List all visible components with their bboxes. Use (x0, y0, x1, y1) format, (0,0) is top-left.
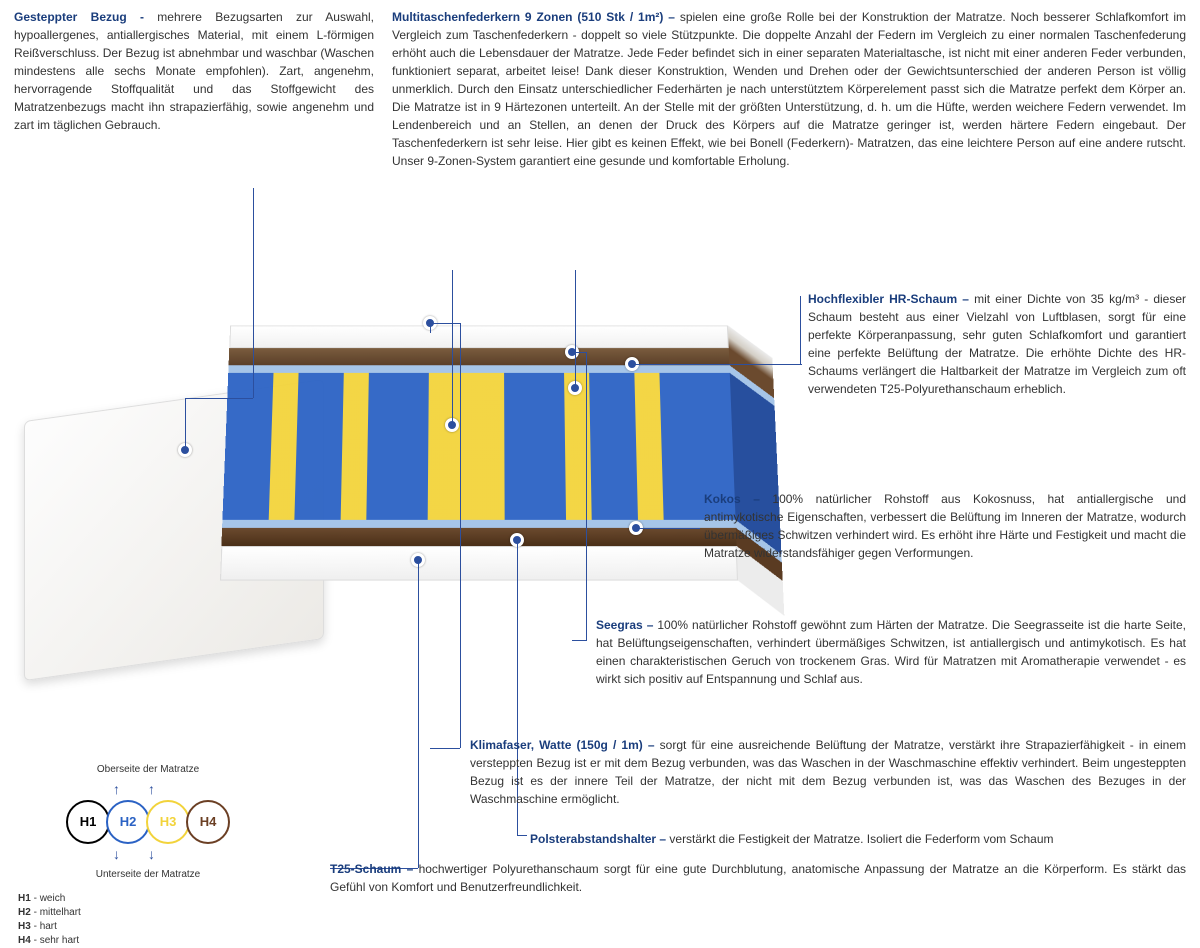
legend-circles: H1 H2 H3 H4 (18, 800, 278, 844)
legend-h3: H3 (146, 800, 190, 844)
section-hr: Hochflexibler HR-Schaum – mit einer Dich… (808, 290, 1186, 398)
layer-cover-bot (220, 546, 738, 581)
leader-seegras-h (572, 640, 587, 641)
leader-t25 (418, 560, 419, 868)
layer-springs (222, 373, 735, 520)
section-polster: Polsterabstandshalter – verstärkt die Fe… (530, 830, 1186, 848)
leader-klima-stub (430, 323, 431, 333)
leader-bezug (253, 188, 254, 398)
legend-h2: H2 (106, 800, 150, 844)
legend-row-h1: H1 - weich (18, 892, 278, 906)
leader-hr-h (632, 364, 802, 365)
leader-federkern-2 (452, 270, 453, 425)
text-kokos: 100% natürlicher Rohstoff aus Kokosnuss,… (704, 492, 1186, 560)
title-t25: T25-Schaum – (330, 862, 419, 876)
leader-seegras-stub (586, 352, 587, 640)
section-seegras: Seegras – 100% natürlicher Rohstoff gewö… (596, 616, 1186, 688)
leader-klima-top (430, 323, 460, 324)
title-seegras: Seegras – (596, 618, 657, 632)
legend-row-h3: H3 - hart (18, 920, 278, 934)
legend-arrows-down: ↓↓ (18, 844, 278, 865)
layer-t25-foam (222, 520, 736, 528)
leader-bezug-h (185, 398, 253, 399)
layer-kokos (221, 528, 736, 546)
text-federkern: spielen eine große Rolle bei der Konstru… (392, 10, 1186, 168)
mattress-cutaway (218, 325, 741, 642)
legend-top-label: Oberseite der Matratze (18, 762, 278, 777)
hardness-legend: Oberseite der Matratze ↑↑ H1 H2 H3 H4 ↓↓… (18, 760, 278, 948)
legend-row-h4: H4 - sehr hart (18, 934, 278, 948)
legend-row-h2: H2 - mittelhart (18, 906, 278, 920)
section-federkern: Multitaschenfederkern 9 Zonen (510 Stk /… (392, 8, 1186, 170)
legend-bottom-label: Unterseite der Matratze (18, 867, 278, 882)
leader-kokos (636, 528, 700, 529)
leader-klima-long (460, 323, 461, 748)
leader-polster-h (517, 835, 527, 836)
legend-h1: H1 (66, 800, 110, 844)
legend-arrows-up: ↑↑ (18, 779, 278, 800)
text-polster: verstärkt die Festigkeit der Matratze. I… (669, 832, 1053, 846)
title-hr: Hochflexibler HR-Schaum – (808, 292, 974, 306)
text-t25: hochwertiger Polyurethanschaum sorgt für… (330, 862, 1186, 894)
title-polster: Polsterabstandshalter – (530, 832, 669, 846)
title-klima: Klimafaser, Watte (150g / 1m) – (470, 738, 660, 752)
leader-bezug-v2 (185, 398, 186, 450)
text-hr: mit einer Dichte von 35 kg/m³ - dieser S… (808, 292, 1186, 396)
title-kokos: Kokos – (704, 492, 772, 506)
leader-klima-h (430, 748, 460, 749)
section-klima: Klimafaser, Watte (150g / 1m) – sorgt fü… (470, 736, 1186, 808)
layer-hr-foam (228, 365, 729, 373)
leader-seegras-top (572, 352, 587, 353)
title-bezug: Gesteppter Bezug - (14, 10, 157, 24)
section-kokos: Kokos – 100% natürlicher Rohstoff aus Ko… (704, 490, 1186, 562)
section-bezug: Gesteppter Bezug - mehrere Bezugsarten z… (14, 8, 374, 170)
legend-h4: H4 (186, 800, 230, 844)
layer-seegras (229, 348, 730, 365)
text-bezug: mehrere Bezugsarten zur Auswahl, hypoall… (14, 10, 374, 132)
title-federkern: Multitaschenfederkern 9 Zonen (510 Stk /… (392, 10, 680, 24)
text-seegras: 100% natürlicher Rohstoff gewöhnt zum Hä… (596, 618, 1186, 686)
leader-hr-v (800, 296, 801, 364)
section-t25: T25-Schaum – hochwertiger Polyurethansch… (330, 860, 1186, 896)
leader-federkern (575, 270, 576, 388)
legend-list: H1 - weich H2 - mittelhart H3 - hart H4 … (18, 892, 278, 948)
layer-cover-top (229, 325, 728, 348)
